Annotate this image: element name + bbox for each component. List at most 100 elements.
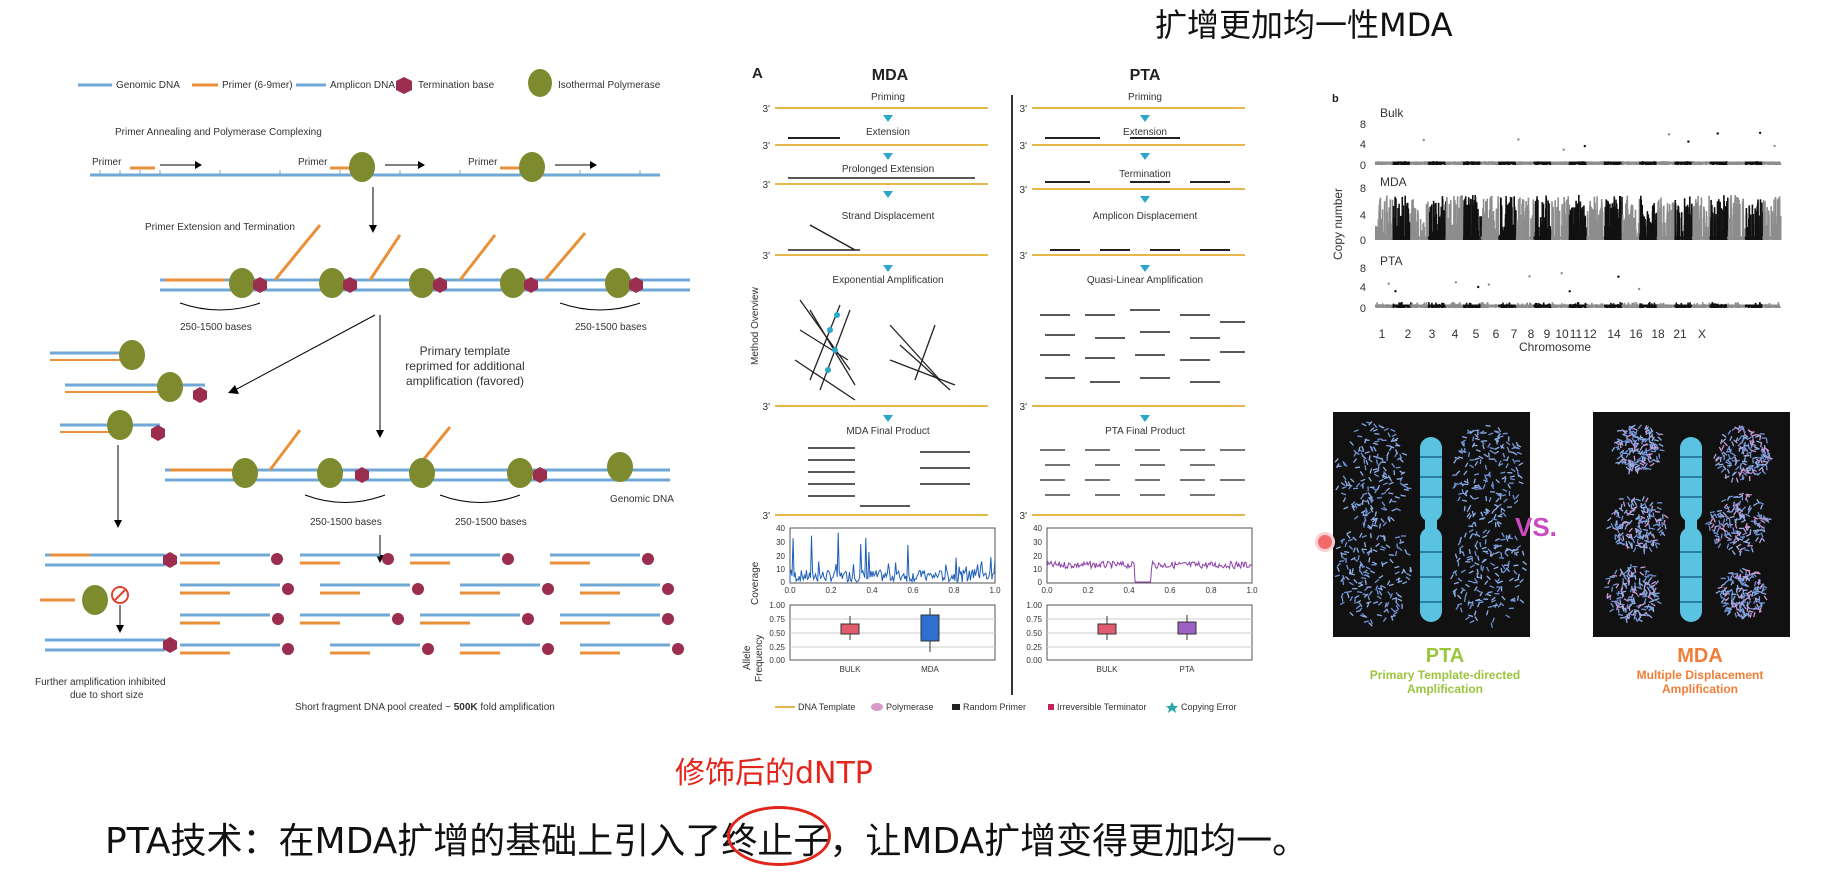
reprime-line2: reprimed for additional (405, 359, 524, 373)
pta-step-extension: Extension (1123, 127, 1167, 138)
vs-label: VS. (1515, 512, 1557, 542)
mda-step-prolonged: Prolonged Extension (842, 164, 934, 175)
copying-error-icon (1166, 702, 1178, 713)
bases-label: 250-1500 bases (180, 322, 252, 333)
svg-text:3': 3' (1020, 185, 1028, 196)
mda-pta-comparison: A MDA PTA Method Overview Priming 3' Ext… (742, 65, 1258, 713)
primer-label: Primer (298, 157, 328, 168)
track-bulk-label: Bulk (1380, 106, 1404, 120)
svg-text:3': 3' (1020, 251, 1028, 262)
chromosome-icon (1680, 437, 1702, 522)
pta-boxplots: BULK PTA (1097, 615, 1197, 674)
svg-text:0.8: 0.8 (1205, 586, 1217, 595)
chromosome-tick: 10 (1555, 327, 1569, 341)
inhibited-line2: due to short size (70, 690, 144, 701)
summary-sentence: PTA技术：在MDA扩增的基础上引入了终止子，让MDA扩增变得更加均一。 (105, 812, 1308, 864)
svg-text:0.75: 0.75 (769, 615, 785, 624)
mechanism-diagram: Genomic DNA Primer (6-9mer) Amplicon DNA… (35, 69, 690, 713)
svg-text:0.6: 0.6 (907, 586, 919, 595)
svg-text:3': 3' (763, 180, 771, 191)
svg-text:0.4: 0.4 (866, 586, 878, 595)
svg-text:3': 3' (763, 104, 771, 115)
primer-label: Primer (92, 157, 122, 168)
svg-text:Polymerase: Polymerase (886, 702, 934, 712)
mda-step-displacement: Strand Displacement (842, 211, 935, 222)
svg-text:1.00: 1.00 (1026, 601, 1042, 610)
svg-text:30: 30 (776, 538, 785, 547)
fragment-pool-caption: Short fragment DNA pool created ~ 500K f… (295, 702, 555, 713)
chromosome-tick: 4 (1452, 327, 1459, 341)
mda-name: MDA (1677, 645, 1723, 667)
chromosome-tick: 7 (1511, 327, 1518, 341)
chromosome-tick: 9 (1544, 327, 1551, 341)
mda-step-exponential: Exponential Amplification (832, 275, 943, 286)
svg-text:1.00: 1.00 (769, 601, 785, 610)
svg-text:3': 3' (763, 511, 771, 522)
svg-text:DNA Template: DNA Template (798, 702, 855, 712)
chromosome-icon (1420, 437, 1442, 522)
svg-text:0.0: 0.0 (1041, 586, 1053, 595)
highlight-circle (727, 806, 831, 866)
svg-text:0.50: 0.50 (769, 629, 785, 638)
coverage-ticks: 40 30 20 10 0 0.0 0.2 0.4 0.6 0.8 1.0 40 30 20… (776, 524, 1258, 595)
bases-label: 250-1500 bases (575, 322, 647, 333)
svg-text:Copying Error: Copying Error (1181, 702, 1237, 712)
svg-text:8: 8 (1360, 263, 1366, 275)
mda-fuzz (1604, 424, 1773, 624)
svg-text:0.75: 0.75 (1026, 615, 1042, 624)
pta-coverage-frame (1046, 527, 1253, 584)
mda-caption: MDA Multiple Displacement Amplification (1600, 645, 1800, 696)
chromosome-tick: 2 (1405, 327, 1412, 341)
svg-text:MDA: MDA (921, 665, 939, 674)
reprime-line1: Primary template (420, 344, 511, 358)
copy-number-ylabel: Copy number (1331, 188, 1345, 260)
coverage-label: Coverage (750, 561, 761, 605)
svg-text:40: 40 (1033, 524, 1042, 533)
pta-step-priming: Priming (1128, 92, 1162, 103)
svg-text:3': 3' (763, 141, 771, 152)
svg-text:PTA: PTA (1180, 665, 1196, 674)
svg-text:0: 0 (1360, 235, 1366, 247)
panel-letter-b: b (1332, 93, 1339, 105)
chromosome-xlabel: Chromosome (1519, 340, 1591, 354)
chromosome-tick: 11 (1570, 327, 1583, 341)
chromosome-tick: 18 (1651, 327, 1665, 341)
mda-spread-image (1593, 412, 1790, 637)
svg-text:0.4: 0.4 (1123, 586, 1135, 595)
bases-label: 250-1500 bases (455, 517, 527, 528)
mda-coverage-plot (789, 532, 996, 584)
svg-text:40: 40 (776, 524, 785, 533)
pta-header: PTA (1130, 67, 1161, 84)
legend-genomic-dna: Genomic DNA (116, 80, 180, 91)
legend-polymerase: Isothermal Polymerase (558, 80, 661, 91)
inhibited-line1: Further amplification inhibited (35, 677, 166, 688)
pta-step-amplicon-displacement: Amplicon Displacement (1093, 211, 1198, 222)
svg-text:3': 3' (1020, 511, 1028, 522)
bases-label: 250-1500 bases (310, 517, 382, 528)
svg-text:20: 20 (1033, 552, 1042, 561)
mda-full-1: Multiple Displacement (1636, 668, 1764, 682)
chromosome-tick: 5 (1473, 327, 1480, 341)
pta-full-1: Primary Template-directed (1369, 668, 1521, 682)
svg-text:0.0: 0.0 (784, 586, 796, 595)
svg-text:30: 30 (1033, 538, 1042, 547)
svg-text:1.0: 1.0 (1246, 586, 1258, 595)
summary-before: PTA技术：在MDA扩增的基础上引入了 (105, 821, 722, 862)
legend-primer: Primer (6-9mer) (222, 80, 293, 91)
pta-fuzz (1334, 420, 1528, 628)
panel-letter-a: A (752, 65, 763, 82)
svg-text:10: 10 (1033, 565, 1042, 574)
svg-text:3': 3' (1020, 141, 1028, 152)
legend-termination: Termination base (418, 80, 495, 91)
pta-steps: Priming 3' Extension 3' Termination 3' A… (1020, 92, 1245, 522)
svg-text:0: 0 (1038, 578, 1043, 587)
svg-text:4: 4 (1360, 282, 1366, 294)
chromosome-tick: 8 (1528, 327, 1535, 341)
track-mda-label: MDA (1380, 175, 1407, 189)
reprime-line3: amplification (favored) (406, 374, 524, 388)
pta-step-quasi-linear: Quasi-Linear Amplification (1087, 275, 1203, 286)
page-title: 扩增更加均一性MDA (1155, 6, 1453, 44)
method-legend: DNA Template Polymerase Random Primer Ir… (775, 702, 1237, 713)
svg-text:Random Primer: Random Primer (963, 702, 1026, 712)
allele-label-1: Allele (742, 645, 753, 670)
